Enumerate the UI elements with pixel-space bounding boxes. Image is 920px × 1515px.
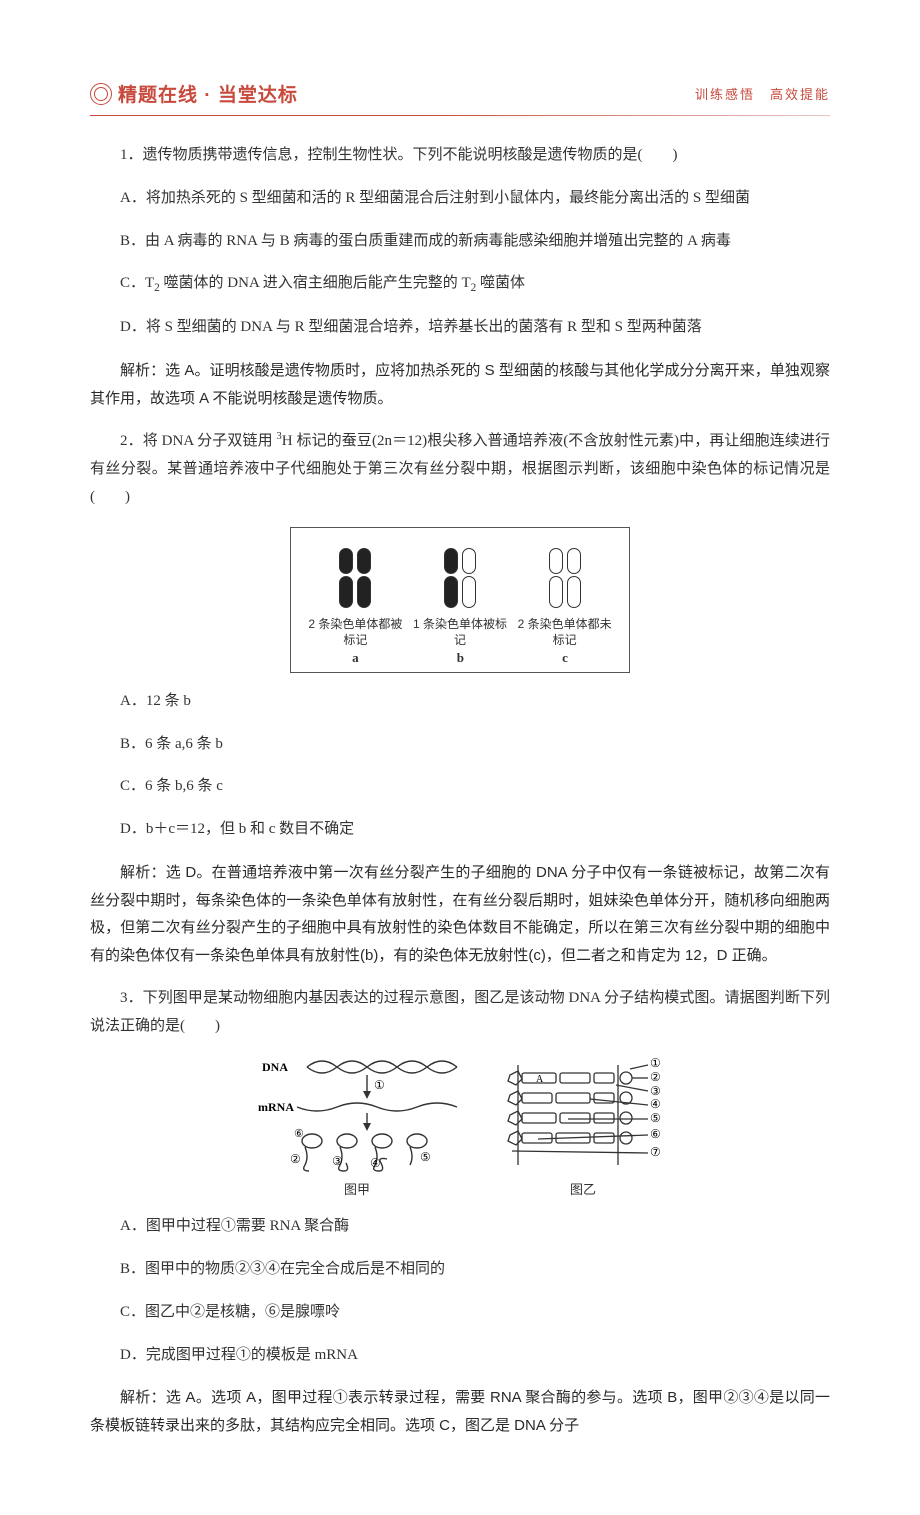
chromosome-row [303, 538, 617, 612]
q2-stem: 2．将 DNA 分子双链用 3H 标记的蚕豆(2n＝12)根尖移入普通培养液(不… [90, 427, 830, 511]
svg-text:④: ④ [370, 1156, 381, 1170]
svg-text:②: ② [650, 1070, 661, 1084]
figure-jia-caption: 图甲 [344, 1179, 370, 1198]
section-header: 精题在线 · 当堂达标 训练感悟 高效提能 [90, 80, 830, 107]
q1-explanation: 解析：选 A。证明核酸是遗传物质时，应将加热杀死的 S 型细菌的核酸与其他化学成… [90, 357, 830, 413]
svg-text:⑤: ⑤ [650, 1111, 661, 1125]
figure-jia-svg: DNA mRNA ① ⑥ ② ③ ④ ⑤ [252, 1055, 462, 1175]
figure-yi-caption: 图乙 [570, 1179, 596, 1198]
label-dna: DNA [262, 1060, 288, 1074]
cap-b: 1 条染色单体被标记 [408, 616, 512, 648]
q1-optB: B．由 A 病毒的 RNA 与 B 病毒的蛋白质重建而成的新病毒能感染细胞并增殖… [90, 228, 830, 256]
header-title: 精题在线 · 当堂达标 [118, 80, 298, 107]
svg-text:①: ① [374, 1078, 385, 1092]
chromosome-captions: 2 条染色单体都被标记 1 条染色单体被标记 2 条染色单体都未标记 [303, 616, 617, 648]
svg-text:⑤: ⑤ [420, 1150, 431, 1164]
q2-explanation: 解析：选 D。在普通培养液中第一次有丝分裂产生的子细胞的 DNA 分子中仅有一条… [90, 859, 830, 970]
q2-optD: D．b＋c＝12，但 b 和 c 数目不确定 [90, 816, 830, 844]
svg-text:⑦: ⑦ [650, 1145, 661, 1159]
page-root: 精题在线 · 当堂达标 训练感悟 高效提能 1．遗传物质携带遗传信息，控制生物性… [0, 0, 920, 1515]
q1-optC-post: 噬菌体 [476, 275, 525, 291]
q1-optD: D．将 S 型细菌的 DNA 与 R 型细菌混合培养，培养基长出的菌落有 R 型… [90, 314, 830, 342]
svg-text:③: ③ [650, 1084, 661, 1098]
svg-text:②: ② [290, 1152, 301, 1166]
svg-text:⑥: ⑥ [294, 1128, 304, 1140]
svg-text:④: ④ [650, 1097, 661, 1111]
letter-a: a [352, 650, 359, 666]
figure-jia: DNA mRNA ① ⑥ ② ③ ④ ⑤ 图甲 [252, 1055, 462, 1198]
svg-text:⑥: ⑥ [650, 1127, 661, 1141]
q2-optC: C．6 条 b,6 条 c [90, 773, 830, 801]
chromosome-letters: a b c [303, 650, 617, 666]
q3-optC: C．图乙中②是核糖，⑥是腺嘌呤 [90, 1299, 830, 1327]
q3-optD: D．完成图甲过程①的模板是 mRNA [90, 1342, 830, 1370]
chromosome-b-icon [438, 548, 482, 612]
q3-optB: B．图甲中的物质②③④在完全合成后是不相同的 [90, 1256, 830, 1284]
q3-stem: 3．下列图甲是某动物细胞内基因表达的过程示意图，图乙是该动物 DNA 分子结构模… [90, 985, 830, 1041]
q1-optC: C．T2 噬菌体的 DNA 进入宿主细胞后能产生完整的 T2 噬菌体 [90, 270, 830, 299]
svg-text:①: ① [650, 1056, 661, 1070]
letter-b: b [457, 650, 464, 666]
header-right: 训练感悟 高效提能 [695, 84, 830, 103]
label-mrna: mRNA [258, 1100, 294, 1114]
q2-optB: B．6 条 a,6 条 b [90, 731, 830, 759]
figure-yi-svg: A ① ② ③ ④ ⑤ ⑥ ⑦ [498, 1055, 668, 1175]
cap-a: 2 条染色单体都被标记 [304, 616, 408, 648]
q3-figures: DNA mRNA ① ⑥ ② ③ ④ ⑤ 图甲 [90, 1055, 830, 1198]
q2-figure: 2 条染色单体都被标记 1 条染色单体被标记 2 条染色单体都未标记 a b c [290, 527, 630, 673]
swirl-icon [90, 83, 112, 105]
q2-stem-a: 2．将 DNA 分子双链用 [120, 433, 277, 449]
chromosome-a-icon [333, 548, 377, 612]
cap-c: 2 条染色单体都未标记 [513, 616, 617, 648]
svg-text:A: A [536, 1074, 544, 1085]
letter-c: c [562, 650, 568, 666]
header-underline [90, 115, 830, 116]
svg-text:③: ③ [332, 1154, 343, 1168]
header-left: 精题在线 · 当堂达标 [90, 80, 298, 107]
q1-optC-pre: C．T [120, 275, 154, 291]
q2-optA: A．12 条 b [90, 688, 830, 716]
q1-optA: A．将加热杀死的 S 型细菌和活的 R 型细菌混合后注射到小鼠体内，最终能分离出… [90, 185, 830, 213]
chromosome-c-icon [543, 548, 587, 612]
q1-optC-mid: 噬菌体的 DNA 进入宿主细胞后能产生完整的 T [160, 275, 471, 291]
q1-stem: 1．遗传物质携带遗传信息，控制生物性状。下列不能说明核酸是遗传物质的是( ) [90, 142, 830, 170]
q3-explanation: 解析：选 A。选项 A，图甲过程①表示转录过程，需要 RNA 聚合酶的参与。选项… [90, 1384, 830, 1440]
figure-yi: A ① ② ③ ④ ⑤ ⑥ ⑦ 图乙 [498, 1055, 668, 1198]
q3-optA: A．图甲中过程①需要 RNA 聚合酶 [90, 1213, 830, 1241]
